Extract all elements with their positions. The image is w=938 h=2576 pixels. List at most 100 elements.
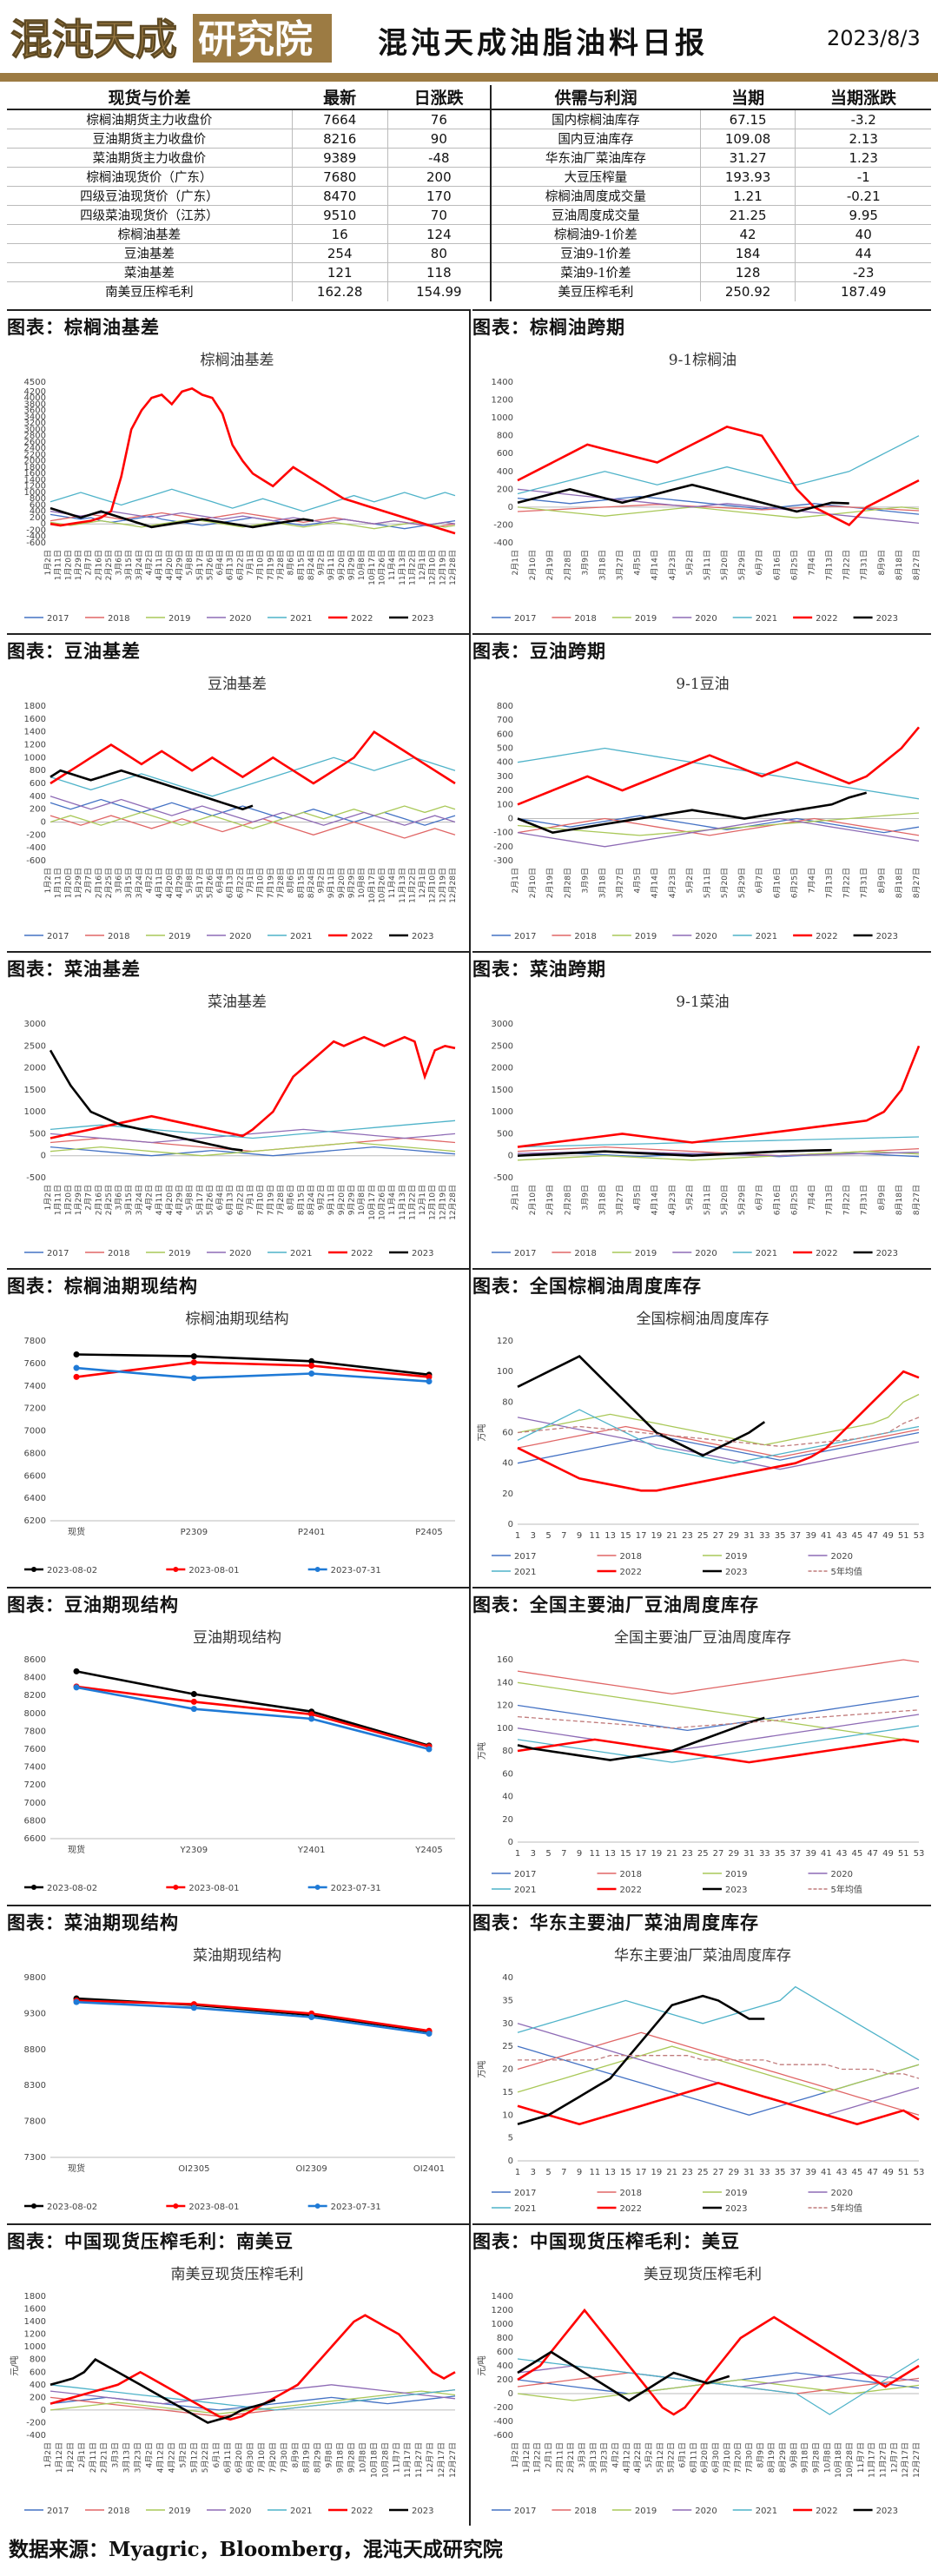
series-line: [517, 1425, 920, 1458]
x-tick-label: 10月26日: [377, 868, 386, 903]
x-tick-label: 31: [743, 1849, 755, 1859]
x-tick-label: 5月29日: [737, 1185, 747, 1215]
x-tick-label: 7月30日: [280, 2442, 289, 2473]
x-tick-label: 1月11日: [54, 868, 63, 898]
x-tick-label: 12月10日: [428, 550, 438, 585]
y-tick-label: 1400: [24, 2317, 46, 2327]
x-tick-label: 5月12日: [656, 2442, 665, 2473]
y-tick-label: -400: [26, 2431, 46, 2441]
x-tick-label: 21: [666, 2168, 677, 2177]
y-tick-label: -200: [26, 525, 46, 535]
x-tick-label: 25: [697, 1849, 709, 1859]
y-tick-label: 4200: [24, 387, 46, 397]
y-tick-label: 0: [41, 818, 46, 828]
x-tick-label: 2月28日: [563, 550, 572, 580]
series-line: [517, 1136, 920, 1148]
x-tick-label: 12月28日: [448, 550, 458, 585]
y-tick-label: 0: [508, 1838, 513, 1847]
x-tick-label: 9月20日: [337, 868, 347, 898]
chart-panel: 全国棕榈油周度库存 0 20 40 60 80 100 120 万吨 1 3 5 7 9 11 13 15 17 1…: [474, 1301, 931, 1585]
x-tick-label: 8月19日: [302, 2442, 312, 2473]
x-tick-label: 10月17日: [367, 868, 377, 903]
legend-label: 2018: [108, 932, 129, 941]
series-line: [517, 426, 920, 526]
report-date: 2023/8/3: [827, 26, 921, 50]
x-tick-label: 7月1日: [246, 868, 255, 893]
legend-label: 2018: [620, 1552, 642, 1562]
x-tick-label: 2月19日: [545, 550, 555, 580]
y-tick-label: 7400: [24, 1382, 46, 1391]
legend-label: 2021: [756, 614, 777, 624]
x-tick-label: 11月22日: [407, 1185, 417, 1220]
y-tick-label: 400: [30, 2381, 46, 2390]
legend-label: 2018: [108, 2507, 129, 2516]
y-tick-label: -400: [26, 843, 46, 853]
x-tick-label: 4月20日: [165, 1185, 175, 1215]
legend-label: 2021: [290, 614, 312, 624]
y-tick-label: 500: [497, 744, 513, 754]
table-cell: 豆油9-1价差: [491, 243, 701, 263]
y-tick-label: 60: [502, 1769, 513, 1779]
section-title: 图表：棕榈油基差: [7, 309, 469, 338]
x-tick-label: 4月2日: [145, 2442, 155, 2467]
x-tick-label: 23: [682, 1531, 693, 1541]
legend-label: 2018: [108, 614, 129, 624]
legend-label: 2017: [514, 1552, 536, 1562]
table-cell: 棕榈油9-1价差: [491, 224, 701, 244]
x-tick-label: 8月18日: [895, 1185, 904, 1215]
x-tick-label: 7月10日: [256, 550, 266, 580]
y-tick-label: 400: [497, 2361, 513, 2371]
chart-title: 南美豆现货压榨毛利: [171, 2266, 304, 2283]
x-tick-label: 5月12日: [189, 2442, 199, 2473]
legend-label: 2023: [412, 1249, 433, 1258]
x-tick-label: 11月17日: [868, 2442, 877, 2478]
legend-label: 2017: [514, 932, 536, 941]
table-cell: 80: [387, 243, 492, 263]
y-tick-label: 200: [497, 2375, 513, 2385]
table-header-row: 现货与价差 最新 日涨跌 供需与利润 当期 当期涨跌: [7, 85, 931, 110]
legend-label: 2020: [831, 1870, 853, 1879]
column-divider: [469, 1268, 471, 1587]
x-tick-label: 6月25日: [789, 868, 799, 898]
x-tick-label: 5月20日: [720, 550, 730, 580]
y-tick-label: -600: [26, 856, 46, 866]
x-tick-label: 3月9日: [580, 868, 590, 893]
series-line: [517, 1716, 765, 1761]
data-point: [73, 1351, 80, 1358]
x-tick-label: 15: [620, 2168, 631, 2177]
x-tick-label: 12月10日: [428, 868, 438, 903]
data-point: [190, 1375, 197, 1382]
legend-label: 2022: [816, 932, 837, 941]
x-tick-label: 11月27日: [414, 2442, 424, 2478]
y-tick-label: -400: [493, 538, 513, 548]
table-cell: 9.95: [795, 205, 931, 225]
x-tick-label: OI2401: [413, 2164, 445, 2174]
x-tick-label: 9月8日: [325, 2442, 334, 2467]
legend-label: 2023: [725, 2204, 747, 2214]
x-tick-label: 45: [852, 1531, 863, 1541]
table-cell: 9510: [292, 205, 388, 225]
x-tick-label: 3月27日: [616, 550, 625, 580]
table-cell: 棕榈油基差: [7, 224, 293, 244]
x-tick-label: 12月10日: [428, 1185, 438, 1220]
series-line: [517, 791, 868, 834]
x-tick-label: 27: [713, 1531, 724, 1541]
series-line: [517, 1393, 920, 1446]
series-line: [517, 1725, 920, 1763]
y-tick-label: 9800: [24, 1973, 46, 1983]
x-tick-label: 7月19日: [266, 1185, 275, 1215]
legend-label: 2018: [620, 1870, 642, 1879]
y-tick-label: 1400: [24, 728, 46, 737]
y-tick-label: 600: [497, 449, 513, 459]
x-tick-label: 5月2日: [685, 550, 695, 575]
y-tick-label: 40: [502, 1793, 513, 1802]
x-tick-label: 4月20日: [165, 868, 175, 898]
x-tick-label: 2月7日: [84, 550, 94, 575]
series-line: [517, 506, 920, 519]
y-axis-label: 万吨: [476, 2061, 487, 2078]
series-line: [517, 2308, 920, 2416]
x-tick-label: 17: [636, 2168, 647, 2177]
y-tick-label: 7800: [24, 1727, 46, 1736]
x-tick-label: 43: [836, 1849, 848, 1859]
y-tick-label: 200: [497, 786, 513, 796]
